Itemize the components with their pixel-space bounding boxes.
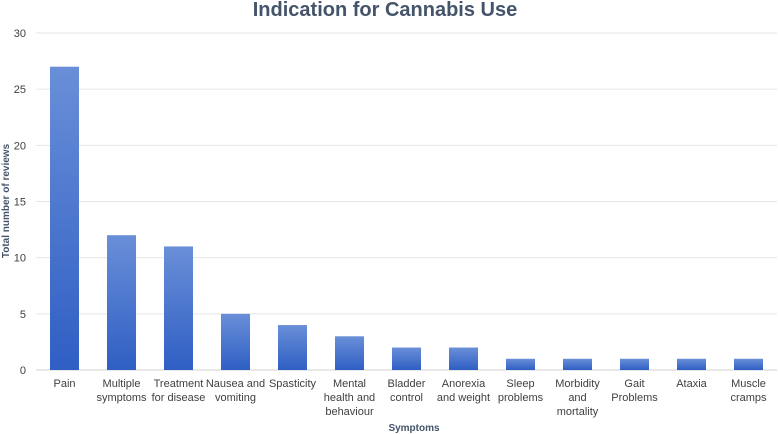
- y-tick-labels: 0 5 10 15 20 25 30: [14, 28, 26, 377]
- x-tick-label: Bladder control: [388, 378, 426, 404]
- x-tick-label-line: vomiting: [215, 392, 256, 404]
- x-tick-label-line: Morbidity: [555, 378, 600, 390]
- x-tick-label-line: and: [568, 392, 586, 404]
- x-tick-label-line: Spasticity: [269, 378, 317, 390]
- x-tick-label-line: Sleep: [506, 378, 534, 390]
- x-tick-label: Multiple symptoms: [96, 378, 147, 404]
- bar: [449, 347, 478, 370]
- x-tick-label-line: Problems: [611, 392, 658, 404]
- x-tick-label: Gait Problems: [611, 378, 658, 404]
- x-tick-label-line: Multiple: [103, 378, 141, 390]
- y-tick-label: 30: [14, 28, 26, 40]
- x-tick-label-line: Nausea and: [206, 378, 265, 390]
- x-tick-label: Spasticity: [269, 378, 317, 390]
- x-tick-label: Treatment for disease: [152, 378, 206, 404]
- y-tick-label: 5: [20, 309, 26, 321]
- x-tick-label-line: Bladder: [388, 378, 426, 390]
- x-tick-label-line: behaviour: [325, 406, 374, 418]
- bar: [506, 358, 535, 370]
- gridlines: [36, 32, 777, 371]
- x-tick-label-line: Treatment: [154, 378, 204, 390]
- y-tick-label: 25: [14, 84, 26, 96]
- x-axis-label: Symptoms: [388, 423, 440, 434]
- x-tick-label-line: cramps: [730, 392, 767, 404]
- x-tick-label-line: Pain: [53, 378, 75, 390]
- x-tick-label: Mental health and behaviour: [324, 378, 375, 418]
- x-tick-label-line: health and: [324, 392, 375, 404]
- bar: [563, 358, 592, 370]
- bar: [677, 358, 706, 370]
- x-tick-label-line: problems: [498, 392, 544, 404]
- x-tick-label-line: Ataxia: [676, 378, 707, 390]
- x-tick-label-line: Anorexia: [442, 378, 486, 390]
- x-tick-label: Muscle cramps: [730, 378, 767, 404]
- x-tick-label-line: control: [390, 392, 423, 404]
- x-tick-labels: Pain Multiple symptoms Treatment for disease…: [53, 378, 767, 418]
- x-tick-label-line: Muscle: [731, 378, 766, 390]
- x-tick-label-line: Gait: [624, 378, 644, 390]
- x-tick-label: Morbidity and mortality: [555, 378, 600, 418]
- y-tick-label: 10: [14, 253, 26, 265]
- y-tick-label: 15: [14, 197, 26, 209]
- x-tick-label: Pain: [53, 378, 75, 390]
- bar: [50, 66, 79, 370]
- bar: [734, 358, 763, 370]
- x-tick-label-line: Mental: [333, 378, 366, 390]
- bar: [107, 235, 136, 370]
- y-tick-label: 0: [20, 365, 26, 377]
- bar: [620, 358, 649, 370]
- bar: [221, 313, 250, 370]
- y-tick-label: 20: [14, 140, 26, 152]
- bar: [392, 347, 421, 370]
- bar: [278, 325, 307, 370]
- bar: [335, 336, 364, 370]
- x-tick-label: Nausea and vomiting: [206, 378, 265, 404]
- bars: [50, 66, 763, 370]
- x-tick-label-line: for disease: [152, 392, 206, 404]
- bar: [164, 246, 193, 370]
- x-tick-label-line: symptoms: [96, 392, 147, 404]
- x-tick-label: Anorexia and weight: [437, 378, 490, 404]
- y-axis-label: Total number of reviews: [1, 143, 12, 258]
- x-tick-label-line: mortality: [557, 406, 599, 418]
- x-tick-label-line: and weight: [437, 392, 490, 404]
- chart-title: Indication for Cannabis Use: [253, 0, 517, 21]
- x-tick-label: Ataxia: [676, 378, 707, 390]
- x-tick-label: Sleep problems: [498, 378, 544, 404]
